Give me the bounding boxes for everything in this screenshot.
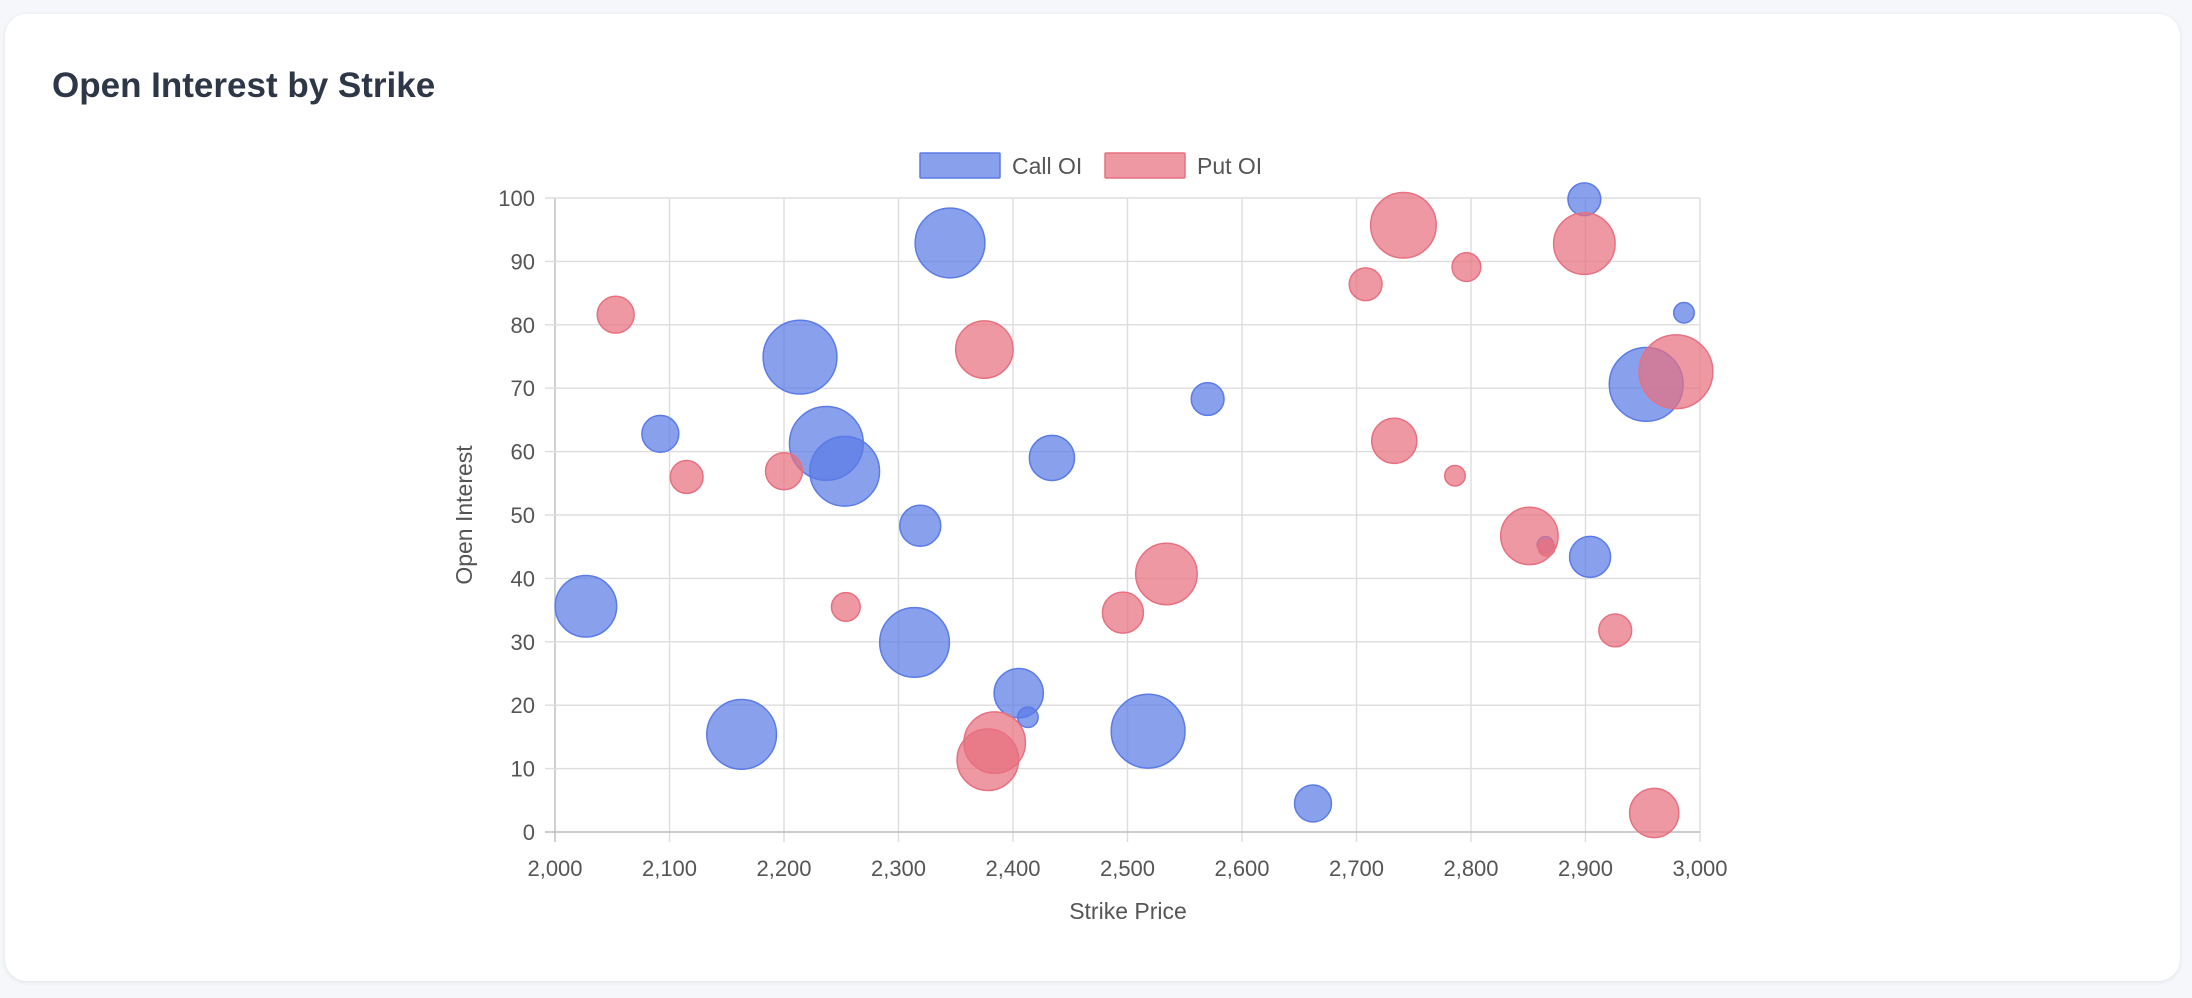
call-oi-bubble[interactable] (554, 574, 618, 638)
x-tick-label: 2,200 (756, 856, 811, 881)
y-tick-label: 60 (511, 440, 535, 465)
put-oi-bubble[interactable] (1443, 464, 1466, 487)
call-oi-bubble[interactable] (1190, 381, 1225, 417)
put-oi-bubble[interactable] (1101, 591, 1145, 634)
call-oi-bubble[interactable] (1110, 693, 1186, 769)
put-oi-bubble[interactable] (1369, 191, 1437, 259)
call-oi-bubble[interactable] (641, 414, 680, 454)
x-tick-label: 2,800 (1443, 856, 1498, 881)
call-oi-bubble[interactable] (1293, 784, 1333, 823)
put-oi-bubble[interactable] (1451, 252, 1482, 283)
call-oi-bubble[interactable] (914, 207, 986, 279)
y-tick-label: 0 (523, 820, 535, 845)
y-tick-label: 40 (511, 566, 535, 591)
call-oi-bubble[interactable] (899, 504, 942, 548)
y-tick-label: 70 (511, 376, 535, 401)
bubbles (554, 182, 1714, 839)
put-oi-bubble[interactable] (1537, 539, 1556, 557)
legend-label-call: Call OI (1012, 153, 1082, 179)
call-oi-bubble[interactable] (1568, 535, 1612, 579)
put-oi-bubble[interactable] (1638, 334, 1714, 410)
put-oi-bubble[interactable] (1628, 787, 1680, 839)
put-oi-bubble[interactable] (1370, 417, 1418, 465)
y-tick-label: 90 (511, 249, 535, 274)
call-oi-bubble[interactable] (706, 698, 778, 770)
x-tick-label: 2,100 (642, 856, 697, 881)
put-oi-bubble[interactable] (596, 295, 635, 334)
card-title: Open Interest by Strike (52, 66, 436, 105)
legend-swatch-call (919, 152, 1001, 179)
y-tick-label: 80 (511, 313, 535, 338)
put-oi-bubble[interactable] (830, 591, 861, 623)
x-axis-title: Strike Price (1069, 898, 1187, 924)
x-tick-label: 2,900 (1558, 856, 1613, 881)
x-tick-label: 2,000 (527, 856, 582, 881)
call-oi-bubble[interactable] (1028, 434, 1076, 482)
put-oi-bubble[interactable] (1598, 613, 1633, 648)
legend[interactable]: Call OI Put OI (919, 152, 1262, 179)
x-tick-label: 3,000 (1672, 856, 1727, 881)
call-oi-bubble[interactable] (1567, 182, 1602, 217)
put-oi-bubble[interactable] (1348, 267, 1383, 302)
put-oi-bubble[interactable] (954, 320, 1014, 379)
put-oi-bubble[interactable] (1134, 542, 1198, 606)
call-oi-bubble[interactable] (809, 435, 881, 507)
chart-card: Open Interest by Strike (5, 14, 2180, 981)
put-oi-bubble[interactable] (669, 459, 704, 495)
legend-item-call[interactable]: Call OI (919, 152, 1082, 179)
y-tick-label: 30 (511, 630, 535, 655)
legend-item-put[interactable]: Put OI (1104, 152, 1262, 179)
y-tick-label: 20 (511, 693, 535, 718)
y-axis-title: Open Interest (451, 445, 477, 585)
grid-lines (545, 197, 1701, 842)
series-call-oi (554, 182, 1695, 823)
y-tick-label: 10 (511, 757, 535, 782)
call-oi-bubble[interactable] (878, 606, 951, 679)
x-tick-label: 2,300 (871, 856, 926, 881)
x-tick-label: 2,700 (1329, 856, 1384, 881)
put-oi-bubble[interactable] (963, 711, 1027, 775)
call-oi-bubble[interactable] (1016, 706, 1039, 729)
axis-ticks: 2,000 2,100 2,200 2,300 2,400 2,500 2,600 2,700… (498, 186, 1727, 881)
y-tick-label: 100 (498, 186, 535, 211)
put-oi-bubble[interactable] (1552, 212, 1616, 276)
y-tick-label: 50 (511, 503, 535, 528)
call-oi-bubble[interactable] (762, 319, 838, 395)
legend-swatch-put (1104, 152, 1186, 179)
series-put-oi (596, 191, 1714, 839)
call-oi-bubble[interactable] (1672, 301, 1695, 324)
x-tick-label: 2,400 (985, 856, 1040, 881)
x-tick-label: 2,600 (1214, 856, 1269, 881)
x-tick-label: 2,500 (1100, 856, 1155, 881)
put-oi-bubble[interactable] (764, 452, 804, 491)
legend-label-put: Put OI (1197, 153, 1262, 179)
